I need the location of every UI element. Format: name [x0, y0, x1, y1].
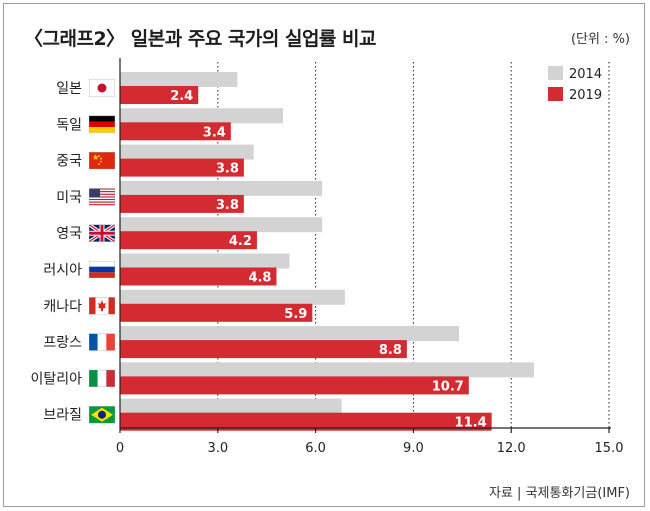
legend-swatch-2014 — [548, 66, 563, 80]
bar-2019 — [120, 267, 277, 286]
value-label-2019: 2.4 — [170, 89, 193, 104]
x-tick-label: 6.0 — [305, 441, 326, 456]
value-label-2019: 10.7 — [432, 379, 464, 394]
x-tick-label: 15.0 — [595, 441, 624, 456]
value-label-2019: 3.8 — [216, 198, 239, 213]
bar-2019 — [120, 340, 407, 359]
legend-swatch-2019 — [548, 87, 563, 101]
x-tick-label: 12.0 — [497, 441, 526, 456]
svg-text:★: ★ — [92, 153, 99, 162]
bar-2014 — [120, 362, 535, 378]
value-label-2019: 11.4 — [455, 416, 487, 431]
brazil-flag-icon — [89, 406, 115, 424]
legend-label-2014: 2014 — [569, 67, 602, 82]
france-flag-icon — [89, 333, 115, 351]
category-label: 중국 — [56, 154, 82, 170]
category-label: 미국 — [56, 190, 82, 206]
unit-label: (단위 : %) — [570, 32, 630, 47]
category-label: 영국 — [56, 226, 82, 242]
bar-2014 — [120, 72, 238, 87]
bar-2019 — [120, 303, 313, 322]
bar-2014 — [120, 108, 283, 124]
value-label-2019: 3.4 — [203, 125, 226, 140]
bar-2014 — [120, 398, 342, 414]
category-label: 프랑스 — [43, 335, 82, 351]
russia-flag-icon — [89, 261, 115, 278]
bar-2019 — [120, 231, 257, 250]
legend-label-2019: 2019 — [569, 88, 602, 103]
usa-flag-icon — [89, 188, 115, 206]
bar-2019 — [120, 376, 469, 395]
category-label: 독일 — [56, 117, 82, 133]
japan-flag-icon — [89, 79, 115, 97]
category-label: 러시아 — [43, 263, 82, 279]
bar-2014 — [120, 144, 254, 160]
x-tick-label: 3.0 — [207, 441, 228, 456]
source-note: 자료 | 국제통화기금(IMF) — [489, 486, 630, 501]
value-label-2019: 4.8 — [248, 271, 271, 286]
bar-2019 — [120, 194, 244, 213]
bar-2014 — [120, 289, 345, 305]
bar-2019 — [120, 412, 492, 431]
china-flag-icon: ★ — [89, 152, 115, 170]
bar-2014 — [120, 326, 460, 342]
x-axis: 0 3.0 6.0 9.0 12.0 15.0 — [116, 58, 624, 456]
bar-2014 — [120, 253, 290, 269]
x-tick-label: 0 — [116, 441, 124, 456]
uk-flag-icon — [89, 224, 115, 242]
canada-flag-icon — [89, 297, 115, 315]
value-label-2019: 5.9 — [284, 307, 307, 322]
italy-flag-icon — [89, 369, 115, 387]
bar-2019 — [120, 86, 199, 104]
value-label-2019: 3.8 — [216, 162, 239, 177]
bar-2019 — [120, 158, 244, 177]
legend: 2014 2019 — [548, 66, 602, 103]
value-label-2019: 8.8 — [379, 343, 402, 358]
chart-title: 〈그래프2〉 일본과 주요 국가의 실업률 비교 — [24, 28, 376, 50]
category-label: 캐나다 — [43, 299, 82, 315]
category-label: 이탈리아 — [30, 371, 82, 387]
x-tick-label: 9.0 — [403, 441, 424, 456]
bar-2019 — [120, 122, 231, 141]
bar-2014 — [120, 180, 323, 196]
value-label-2019: 4.2 — [229, 234, 252, 249]
germany-flag-icon — [89, 115, 115, 133]
category-label: 브라질 — [43, 408, 82, 424]
bar-2014 — [120, 217, 323, 233]
bars: 2.4 3.4 3.8 3.8 4.2 4.8 5.9 8.8 10.7 11.4 — [120, 72, 535, 431]
category-label: 일본 — [56, 81, 82, 97]
